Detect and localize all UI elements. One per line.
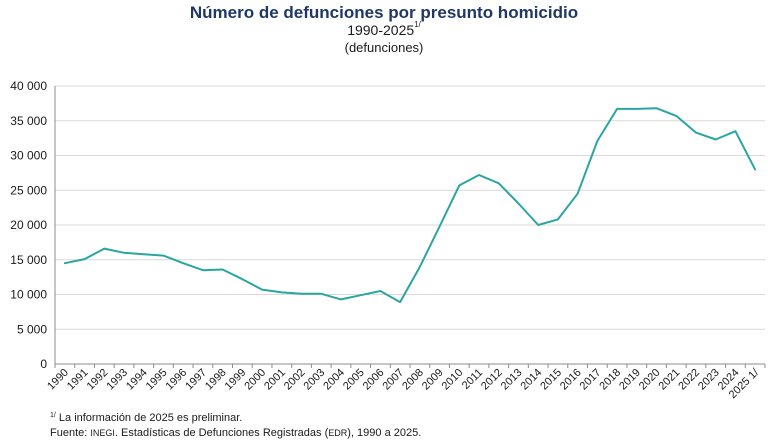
chart-subtitle: 1990-20251/ bbox=[0, 20, 768, 38]
x-tick-label: 2008 bbox=[400, 367, 426, 393]
data-point bbox=[379, 290, 381, 292]
source-abbr: EDR bbox=[328, 428, 348, 438]
data-point bbox=[419, 266, 421, 268]
source-end: ), 1990 a 2025. bbox=[347, 427, 422, 439]
data-point bbox=[537, 224, 539, 226]
data-point bbox=[517, 202, 519, 204]
data-point bbox=[399, 301, 401, 303]
y-tick-label: 10 000 bbox=[10, 288, 47, 302]
x-tick-label: 1999 bbox=[223, 367, 249, 393]
y-tick-label: 25 000 bbox=[10, 183, 47, 197]
x-tick-label: 2014 bbox=[519, 367, 545, 393]
x-tick-label: 1998 bbox=[203, 367, 229, 393]
data-point bbox=[734, 130, 736, 132]
x-tick-label: 2003 bbox=[302, 367, 328, 393]
x-tick-label: 2020 bbox=[637, 367, 663, 393]
data-point bbox=[103, 248, 105, 250]
data-point bbox=[143, 253, 145, 255]
x-tick-label: 1990 bbox=[45, 367, 71, 393]
data-point bbox=[301, 293, 303, 295]
y-tick-label: 40 000 bbox=[10, 79, 47, 93]
chart-title: Número de defunciones por presunto homic… bbox=[189, 3, 579, 22]
y-tick-label: 15 000 bbox=[10, 253, 47, 267]
series-line bbox=[63, 107, 757, 304]
x-tick-label: 1997 bbox=[183, 367, 209, 393]
x-tick-label: 2021 bbox=[657, 367, 683, 393]
data-point bbox=[596, 140, 598, 142]
x-tick-label: 2019 bbox=[617, 367, 643, 393]
x-tick-label: 1994 bbox=[124, 367, 150, 393]
source-mid: . Estadísticas de Defunciones Registrada… bbox=[114, 427, 329, 439]
data-point bbox=[64, 262, 66, 264]
footnote-marker: 1/ bbox=[50, 412, 56, 419]
data-point bbox=[636, 108, 638, 110]
x-tick-label: 2010 bbox=[440, 367, 466, 393]
x-tick-label: 2013 bbox=[499, 367, 525, 393]
data-point bbox=[675, 115, 677, 117]
data-point bbox=[360, 294, 362, 296]
x-tick-label: 2023 bbox=[696, 367, 722, 393]
x-tick-label: 2012 bbox=[479, 367, 505, 393]
x-tick-label: 2000 bbox=[242, 367, 268, 393]
data-point bbox=[656, 107, 658, 109]
data-point bbox=[123, 252, 125, 254]
y-tick-label: 35 000 bbox=[10, 114, 47, 128]
x-tick-label: 2017 bbox=[578, 367, 604, 393]
x-tick-label: 2002 bbox=[282, 367, 308, 393]
subtitle-footnote-marker: 1/ bbox=[414, 20, 421, 29]
units-label: (defunciones) bbox=[344, 40, 424, 55]
data-point bbox=[340, 298, 342, 300]
y-tick-label: 30 000 bbox=[10, 149, 47, 163]
data-point bbox=[439, 225, 441, 227]
x-tick-label: 2009 bbox=[420, 367, 446, 393]
x-tick-label: 2005 bbox=[341, 367, 367, 393]
data-point bbox=[754, 168, 756, 170]
data-point bbox=[202, 269, 204, 271]
footnote-text: La información de 2025 es preliminar. bbox=[55, 412, 243, 424]
x-tick-label: 2015 bbox=[538, 367, 564, 393]
x-tick-label: 1993 bbox=[104, 367, 130, 393]
subtitle-text: 1990-2025 bbox=[347, 22, 415, 38]
data-point bbox=[695, 132, 697, 134]
x-tick-label: 2001 bbox=[262, 367, 288, 393]
y-tick-label: 20 000 bbox=[10, 218, 47, 232]
x-tick-label: 1996 bbox=[164, 367, 190, 393]
x-tick-label: 1995 bbox=[144, 367, 170, 393]
data-point bbox=[715, 139, 717, 141]
data-point bbox=[577, 193, 579, 195]
x-tick-label: 2016 bbox=[558, 367, 584, 393]
data-point bbox=[616, 108, 618, 110]
data-point bbox=[320, 293, 322, 295]
data-point bbox=[162, 255, 164, 257]
x-tick-label: 2022 bbox=[676, 367, 702, 393]
data-point bbox=[261, 289, 263, 291]
x-tick-label: 2006 bbox=[361, 367, 387, 393]
source-org: INEGI bbox=[90, 428, 115, 438]
source-prefix: Fuente: bbox=[50, 427, 91, 439]
data-point bbox=[557, 218, 559, 220]
y-tick-label: 5 000 bbox=[17, 322, 47, 336]
x-tick-label: 2011 bbox=[460, 367, 485, 392]
data-point bbox=[478, 174, 480, 176]
data-point bbox=[241, 278, 243, 280]
footnote-source: Fuente: INEGI. Estadísticas de Defuncion… bbox=[50, 427, 421, 439]
data-point bbox=[498, 182, 500, 184]
data-point bbox=[84, 258, 86, 260]
data-point bbox=[182, 262, 184, 264]
x-tick-label: 2004 bbox=[321, 367, 347, 393]
data-point bbox=[458, 184, 460, 186]
data-point bbox=[281, 291, 283, 293]
x-tick-label: 2007 bbox=[380, 367, 406, 393]
x-tick-label: 2018 bbox=[597, 367, 623, 393]
data-point bbox=[222, 268, 224, 270]
footnote-preliminary: 1/ La información de 2025 es preliminar. bbox=[50, 412, 242, 424]
y-tick-label: 0 bbox=[40, 357, 47, 371]
x-tick-label: 1992 bbox=[85, 367, 111, 393]
x-tick-label: 1991 bbox=[65, 367, 91, 393]
